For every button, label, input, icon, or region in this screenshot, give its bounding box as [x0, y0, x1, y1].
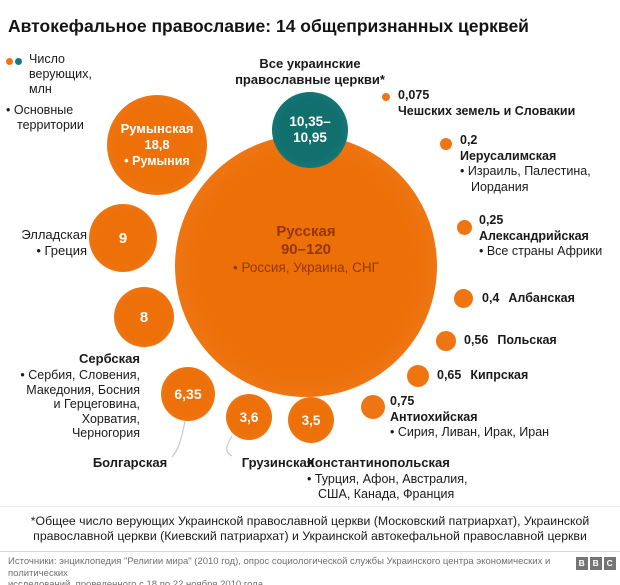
antioch-church-dot-icon: [361, 395, 385, 419]
bulgarian-church-name: Болгарская: [92, 455, 168, 470]
greek-church-value: 9: [118, 229, 128, 247]
serbian-church-bubble: 8: [114, 287, 174, 347]
russian-church-territories: • Россия, Украина, СНГ: [233, 260, 379, 275]
polish-church-name: Польская: [497, 333, 557, 347]
albanian-church-name: Албанская: [508, 291, 575, 305]
czech-church-dot-icon: [382, 93, 390, 101]
bbc-logo: B B C: [575, 557, 616, 570]
russian-church-bubble: Русская 90–120 • Россия, Украина, СНГ: [175, 135, 437, 397]
page-title: Автокефальное православие: 14 общепризна…: [8, 16, 529, 36]
cyprus-church-name: Кипрская: [470, 368, 529, 382]
footer-divider: [0, 551, 620, 552]
russian-church-value: 90–120: [280, 241, 332, 258]
polish-church-dot-icon: [436, 331, 456, 351]
antioch-church-territories: • Сирия, Ливан, Ирак, Иран: [390, 425, 550, 439]
footnote-divider: [0, 506, 620, 507]
jerusalem-church-dot-icon: [440, 138, 452, 150]
albanian-church-dot-icon: [454, 289, 473, 308]
bulgarian-connector-line: [171, 420, 186, 458]
russian-church-name: Русская: [276, 223, 336, 240]
jerusalem-church-value: 0,2: [460, 133, 478, 147]
legend-believers-dot-teal-icon: [15, 58, 22, 65]
georgian-church-bubble: 3,6: [226, 394, 272, 440]
alexandria-church-dot-icon: [457, 220, 472, 235]
bulgarian-church-value: 6,35: [174, 386, 202, 402]
footnote: *Общее число верующих Украинской правосл…: [30, 514, 590, 543]
georgian-church-name: Грузинская: [241, 455, 315, 470]
alexandria-church-name: Александрийская: [479, 228, 589, 243]
cyprus-church-value: 0,65: [437, 368, 462, 382]
romanian-church-territories: • Румыния: [124, 154, 190, 168]
cyprus-church-dot-icon: [407, 365, 429, 387]
romanian-church-name: Румынская: [120, 121, 194, 136]
czech-church-value: 0,075: [398, 88, 430, 102]
serbian-church-name: Сербская: [79, 351, 140, 366]
jerusalem-church-name: Иерусалимская: [460, 148, 557, 163]
greek-church-name: Элладская: [21, 227, 87, 242]
romanian-church-value: 18,8: [144, 137, 170, 152]
bbc-logo-letter: B: [575, 557, 588, 570]
legend-believers-label: Число верующих, млн: [29, 52, 92, 96]
legend-territories-label: • Основные территории: [6, 103, 84, 132]
bbc-logo-letter: C: [603, 557, 616, 570]
legend-believers-dot-orange-icon: [6, 58, 13, 65]
constantinople-church-bubble: 3,5: [288, 397, 334, 443]
antioch-church-name: Антиохийская: [390, 409, 478, 424]
ukrainian-churches-label: Все украинские православные церкви*: [235, 56, 385, 87]
antioch-church-value: 0,75: [390, 394, 415, 408]
jerusalem-church-territories: • Израиль, Палестина, Иордания: [460, 164, 591, 194]
constantinople-church-territories: • Турция, Афон, Австралия, США, Канада, …: [307, 472, 468, 501]
bulgarian-church-bubble: 6,35: [161, 367, 215, 421]
constantinople-church-value: 3,5: [301, 412, 321, 428]
greek-church-territories: • Греция: [36, 242, 87, 258]
romanian-church-bubble: Румынская 18,8 • Румыния: [107, 95, 207, 195]
source-text: Источники: энциклопедия "Религии мира" (…: [8, 556, 551, 585]
albanian-church-value: 0,4: [482, 291, 500, 305]
georgian-church-value: 3,6: [239, 409, 259, 425]
ukrainian-churches-value: 10,35– 10,95: [289, 114, 331, 145]
polish-church-value: 0,56: [464, 333, 489, 347]
bbc-logo-letter: B: [589, 557, 602, 570]
greek-church-bubble: 9: [89, 204, 157, 272]
alexandria-church-value: 0,25: [479, 213, 504, 227]
georgian-connector-line: [226, 435, 233, 457]
serbian-church-value: 8: [139, 308, 149, 326]
ukrainian-churches-bubble: 10,35– 10,95: [272, 92, 348, 168]
constantinople-church-name: Константинопольская: [307, 455, 450, 470]
czech-church-name: Чешских земель и Словакии: [398, 103, 576, 118]
serbian-church-territories: • Сербия, Словения, Македония, Босния и …: [20, 368, 140, 440]
alexandria-church-territories: • Все страны Африки: [479, 244, 603, 258]
